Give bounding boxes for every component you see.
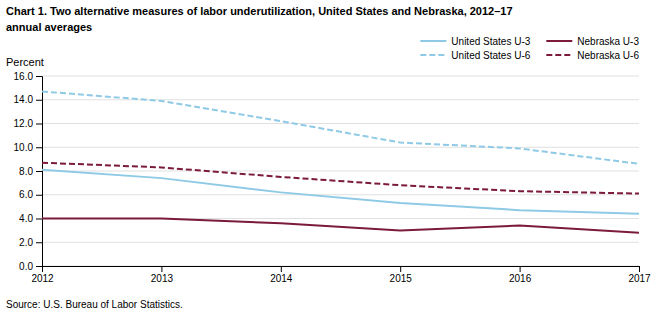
x-tick-label: 2015	[390, 273, 413, 284]
x-axis-line	[43, 267, 640, 273]
y-tick-mark	[36, 242, 42, 243]
x-tick-mark	[161, 266, 162, 272]
legend-label: Nebraska U-6	[577, 50, 639, 61]
legend-swatch	[546, 54, 572, 56]
y-tick-mark	[36, 195, 42, 196]
subtitle: annual averages	[6, 21, 92, 33]
x-tick-label: 2016	[509, 273, 532, 284]
legend-swatch	[420, 54, 446, 56]
grid-line	[42, 194, 639, 195]
legend-item: Nebraska U-3	[546, 36, 639, 47]
x-tick: 2014	[270, 266, 293, 284]
y-axis: 0.0 2.0 4.0 6.0 8.0 10.0 12.0 14.0 16.0	[14, 71, 43, 272]
y-tick-label: 14.0	[14, 94, 34, 105]
x-tick-mark	[400, 266, 401, 272]
legend-label: United States U-3	[451, 36, 530, 47]
x-tick: 2013	[151, 266, 174, 284]
chart: Chart 1. Two alternative measures of lab…	[0, 0, 661, 314]
lines	[42, 91, 639, 232]
y-axis-title: Percent	[6, 56, 44, 68]
y-tick-label: 8.0	[19, 166, 33, 177]
legend-item: United States U-3	[420, 36, 530, 47]
legend: United States U-3 United States U-6 Nebras…	[420, 36, 639, 61]
x-tick: 2016	[509, 266, 532, 284]
y-tick-label: 2.0	[19, 237, 33, 248]
legend-item: Nebraska U-6	[546, 50, 639, 61]
x-tick-label: 2012	[31, 273, 54, 284]
y-tick-mark	[36, 100, 42, 101]
x-axis: 2012 2013 2014 2015 2016 2017	[31, 266, 651, 284]
grid	[42, 76, 639, 266]
y-tick: 10.0	[14, 142, 42, 153]
legend-label: United States U-6	[451, 50, 530, 61]
y-tick-mark	[36, 171, 42, 172]
grid-line	[42, 76, 639, 77]
y-tick-label: 4.0	[19, 213, 33, 224]
y-tick-mark	[36, 147, 42, 148]
y-axis-line	[36, 77, 43, 267]
series-line	[42, 163, 639, 194]
y-tick-label: 6.0	[19, 189, 33, 200]
annotation: Source: U.S. Bureau of Labor Statistics.	[6, 299, 183, 310]
grid-line	[42, 147, 639, 148]
legend-label: Nebraska U-3	[577, 36, 639, 47]
grid-line	[42, 99, 639, 100]
y-tick: 6.0	[19, 189, 42, 200]
legend-swatch	[420, 40, 446, 42]
x-tick-mark	[281, 266, 282, 272]
y-tick: 4.0	[19, 213, 42, 224]
y-tick: 8.0	[19, 166, 42, 177]
y-tick-label: 10.0	[14, 142, 34, 153]
y-tick-mark	[36, 266, 42, 267]
y-tick-label: 16.0	[14, 71, 34, 82]
y-tick-mark	[36, 76, 42, 77]
y-tick: 2.0	[19, 237, 42, 248]
x-tick-mark	[639, 266, 640, 272]
legend-item: United States U-6	[420, 50, 530, 61]
x-tick: 2017	[628, 266, 651, 284]
y-tick: 16.0	[14, 71, 42, 82]
y-tick-mark	[36, 124, 42, 125]
x-tick: 2015	[390, 266, 413, 284]
x-tick-label: 2013	[151, 273, 174, 284]
x-tick-label: 2017	[628, 273, 651, 284]
y-tick-label: 12.0	[14, 118, 34, 129]
series-line	[42, 91, 639, 163]
y-tick: 0.0	[19, 261, 42, 272]
legend-swatch	[546, 40, 572, 42]
title: Chart 1. Two alternative measures of lab…	[6, 5, 513, 17]
y-tick-label: 0.0	[19, 261, 33, 272]
x-tick: 2012	[31, 266, 54, 284]
y-tick: 14.0	[14, 94, 42, 105]
plot: 2012 2013 2014 2015 2016 2017 0.0 2.0 4.0 6.0 8.0 1…	[14, 71, 652, 284]
grid-line	[42, 171, 639, 172]
y-tick-mark	[36, 219, 42, 220]
x-tick-label: 2014	[270, 273, 293, 284]
grid-line	[42, 242, 639, 243]
y-tick: 12.0	[14, 118, 42, 129]
series-line	[42, 219, 639, 233]
grid-line	[42, 123, 639, 124]
x-tick-mark	[520, 266, 521, 272]
